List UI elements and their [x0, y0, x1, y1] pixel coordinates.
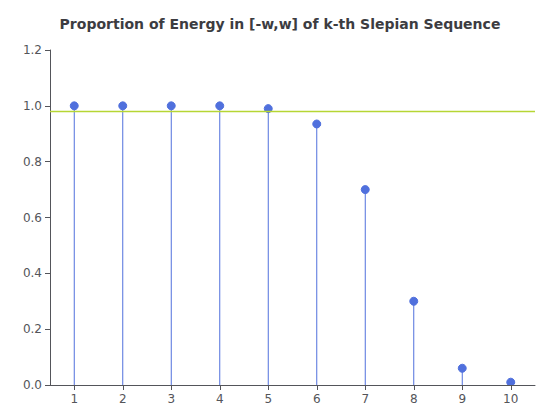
- svg-text:5: 5: [264, 392, 272, 406]
- svg-text:1: 1: [70, 392, 78, 406]
- svg-text:0.4: 0.4: [23, 266, 42, 280]
- svg-text:0.8: 0.8: [23, 155, 42, 169]
- svg-text:0.6: 0.6: [23, 211, 42, 225]
- svg-text:0.2: 0.2: [23, 322, 42, 336]
- svg-text:2: 2: [119, 392, 127, 406]
- svg-text:0.0: 0.0: [23, 378, 42, 392]
- svg-text:9: 9: [458, 392, 466, 406]
- svg-text:1.2: 1.2: [23, 43, 42, 57]
- svg-text:1.0: 1.0: [23, 99, 42, 113]
- svg-text:3: 3: [167, 392, 175, 406]
- svg-text:10: 10: [503, 392, 518, 406]
- svg-text:7: 7: [361, 392, 369, 406]
- svg-text:8: 8: [410, 392, 418, 406]
- svg-text:4: 4: [216, 392, 224, 406]
- svg-text:Proportion of Energy in [-w,w]: Proportion of Energy in [-w,w] of k-th S…: [60, 16, 501, 32]
- svg-text:6: 6: [313, 392, 321, 406]
